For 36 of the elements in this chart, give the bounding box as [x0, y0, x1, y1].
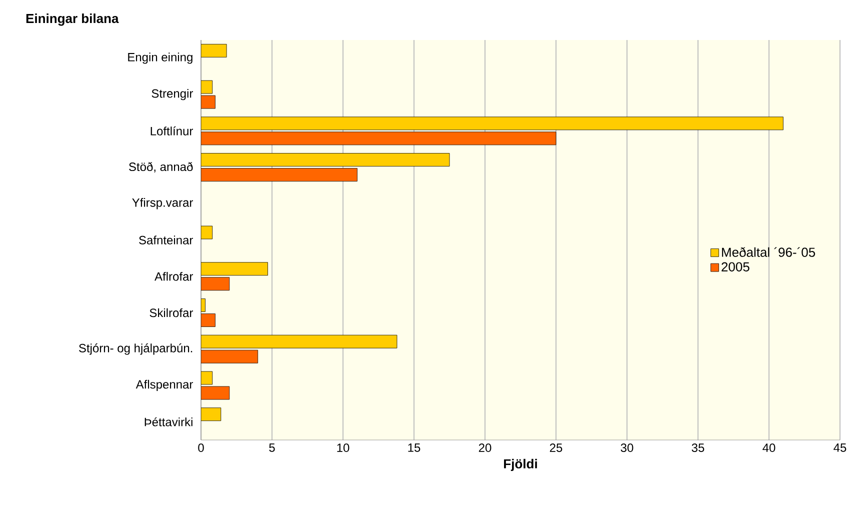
x-tick-label: 40 — [762, 444, 776, 452]
x-tick-label: 25 — [550, 444, 562, 452]
y-tick-label: Loftlínur — [150, 126, 193, 136]
y-tick-label: Aflspennar — [136, 380, 193, 392]
bar — [201, 314, 216, 327]
bar — [201, 350, 258, 364]
bar — [201, 168, 358, 182]
y-tick-label: Yfirsp.varar — [132, 198, 193, 210]
x-tick-label: 20 — [478, 444, 492, 452]
y-tick-label: Stöð, annað — [129, 162, 193, 172]
x-tick-label: 35 — [692, 444, 704, 452]
x-tick-label: 0 — [198, 444, 204, 452]
bar — [201, 262, 268, 276]
y-tick-label: Strengir — [152, 88, 193, 100]
y-tick-label: Engin eining — [128, 52, 192, 64]
x-tick-label: 5 — [269, 444, 275, 452]
x-axis-title: Fjöldi — [504, 458, 537, 472]
x-tick-label: 10 — [337, 444, 350, 452]
y-tick-label: Aflrofar — [154, 272, 193, 281]
y-tick-label: Skilrofar — [150, 308, 193, 318]
bar — [201, 153, 450, 166]
text: Einingar bilana — [26, 14, 119, 26]
x-tick-label: 45 — [834, 444, 846, 452]
y-tick-label: Safnteinar — [139, 236, 193, 244]
y-tick-label: Þéttavirki — [144, 417, 192, 426]
bar — [201, 277, 230, 291]
y-tick-label: Stjórn- og hjálparbún. — [79, 343, 192, 355]
bar — [201, 132, 556, 146]
bar — [201, 408, 222, 422]
bar — [201, 44, 227, 58]
x-tick-label: 15 — [408, 444, 420, 452]
legend-label: Meðaltal ´96-´05 — [722, 247, 816, 257]
x-tick-label: 30 — [620, 444, 634, 452]
bar — [201, 116, 784, 130]
legend-label: 2005 — [722, 262, 750, 272]
bar — [201, 334, 398, 348]
